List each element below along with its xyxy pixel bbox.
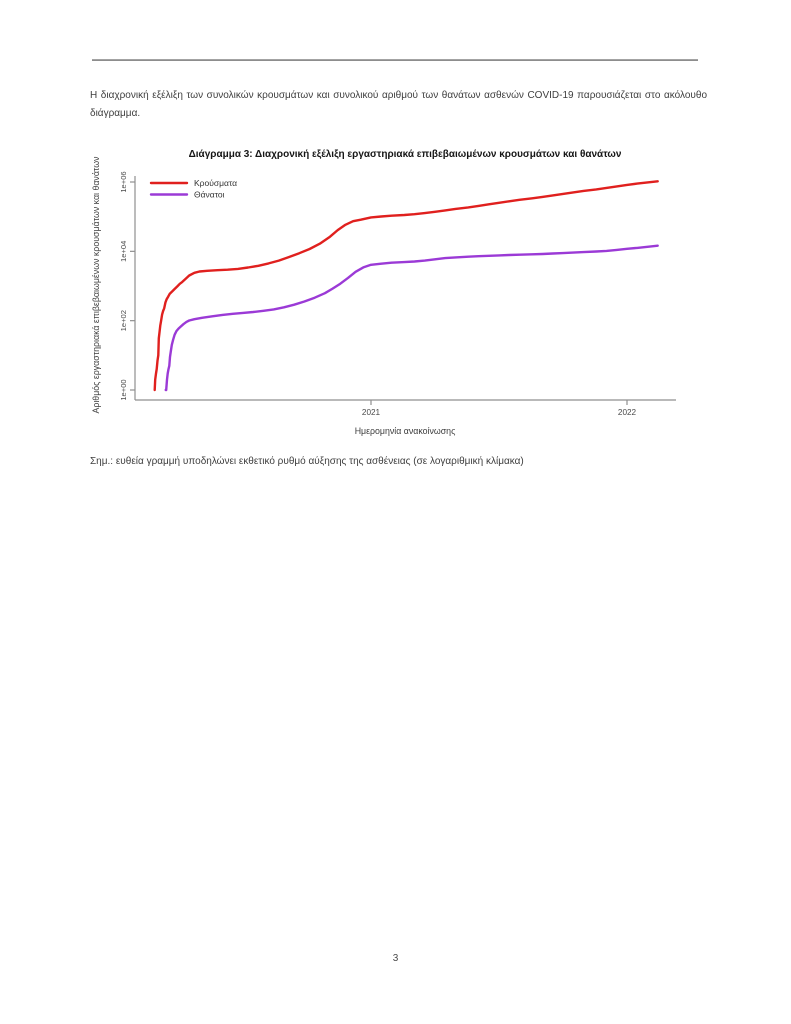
legend-label-deaths: Θάνατοι [194, 190, 225, 200]
x-tick-label: 2022 [618, 408, 637, 417]
chart-title: Διάγραμμα 3: Διαχρονική εξέλιξη εργαστηρ… [189, 149, 622, 160]
legend: Κρούσματα Θάνατοι [149, 178, 237, 200]
cases-line [153, 180, 659, 392]
legend-label-cases: Κρούσματα [194, 178, 237, 188]
chart-figure: Διάγραμμα 3: Διαχρονική εξέλιξη εργαστηρ… [85, 140, 711, 450]
deaths-line [164, 244, 659, 392]
footnote: Σημ.: ευθεία γραμμή υποδηλώνει εκθετικό … [90, 456, 524, 467]
chart: Διάγραμμα 3: Διαχρονική εξέλιξη εργαστηρ… [91, 149, 676, 436]
x-axis-title: Ημερομηνία ανακοίνωσης [355, 426, 456, 436]
header-rule [92, 59, 698, 61]
x-tick-label: 2021 [362, 408, 381, 417]
intro-paragraph: Η διαχρονική εξέλιξη των συνολικών κρουσ… [90, 90, 707, 119]
axes: 1e+00 1e+02 1e+04 1e+06 2021 2022 [119, 171, 676, 417]
series-lines [153, 180, 659, 392]
y-axis-title: Αριθμός εργαστηριακά επιβεβαιωμένων κρου… [91, 156, 101, 414]
y-tick-label: 1e+00 [119, 379, 128, 400]
page-number: 3 [392, 953, 399, 964]
y-tick-label: 1e+02 [119, 310, 128, 331]
y-tick-label: 1e+04 [119, 241, 128, 262]
y-tick-label: 1e+06 [119, 171, 128, 192]
